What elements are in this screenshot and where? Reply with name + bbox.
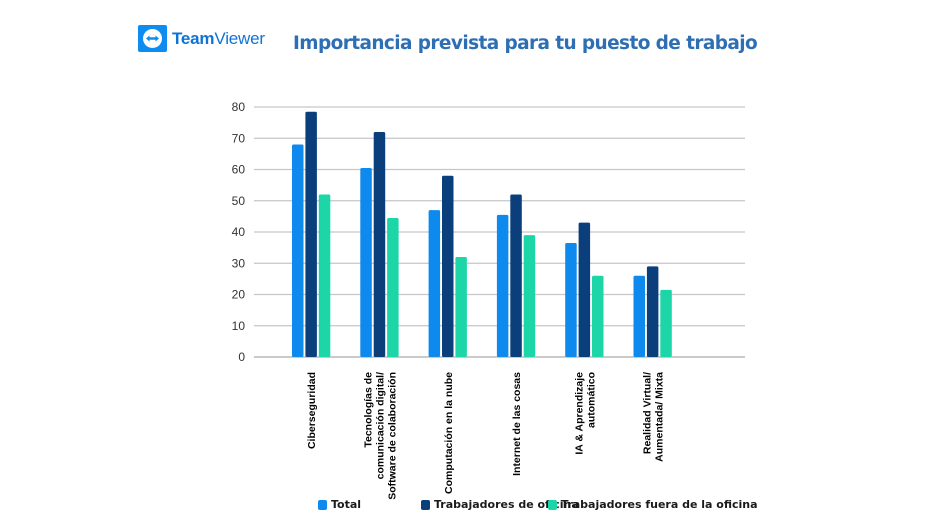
bar-total <box>633 275 645 357</box>
x-tick-label-line: IA & Aprendizaje <box>573 372 585 455</box>
bar-oficina <box>646 266 659 357</box>
bar-total <box>292 144 304 357</box>
bar-oficina <box>442 175 454 357</box>
legend-label-fuera: Trabajadores fuera de la oficina <box>561 498 758 511</box>
y-tick-label: 10 <box>232 319 246 333</box>
legend-swatch-total <box>318 499 327 510</box>
bar-oficina <box>510 194 522 357</box>
x-axis-labels: Ciberseguridad Tecnologías de comunicación… <box>306 372 666 500</box>
legend-swatch-fuera <box>548 499 557 510</box>
y-tick-label: 80 <box>232 100 246 114</box>
brand-bold: Team <box>172 29 215 48</box>
y-tick-label: 60 <box>232 163 246 177</box>
x-tick-label: Ciberseguridad <box>306 372 318 449</box>
legend-item-total: Total <box>318 498 361 511</box>
y-tick-label: 40 <box>232 225 246 239</box>
x-tick-label-line: Aumentada/ Mixta <box>654 372 666 462</box>
bar-oficina <box>305 111 317 357</box>
y-axis-ticks: 0 10 20 30 40 50 60 70 80 <box>232 100 246 364</box>
x-tick-label: Realidad Virtual/Aumentada/ Mixta <box>642 372 666 462</box>
legend-label-oficina: Trabajadores de oficina <box>434 498 579 511</box>
x-tick-label-line: Realidad Virtual/ <box>642 372 654 454</box>
x-tick-label-line: Software de colaboración <box>386 372 398 500</box>
bar-fuera <box>387 217 399 357</box>
x-tick-label-line: Internet de las cosas <box>511 372 523 476</box>
chart-title: Importancia prevista para tu puesto de t… <box>293 33 758 54</box>
x-tick-label: Computación en la nube <box>443 372 455 494</box>
legend-item-oficina: Trabajadores de oficina <box>421 498 579 511</box>
bar-total <box>428 210 441 357</box>
legend-label-total: Total <box>331 498 362 511</box>
bar-fuera <box>592 275 604 357</box>
y-tick-label: 70 <box>232 131 246 145</box>
legend-swatch-oficina <box>421 499 430 510</box>
y-tick-label: 20 <box>232 288 246 302</box>
bar-total <box>360 167 372 357</box>
bar-oficina <box>578 222 591 357</box>
legend-item-fuera: Trabajadores fuera de la oficina <box>548 498 758 511</box>
x-tick-label-line: Computación en la nube <box>443 372 455 494</box>
bar-oficina <box>373 132 386 357</box>
teamviewer-logo-text: TeamViewer <box>172 29 265 49</box>
y-tick-label: 0 <box>238 350 245 364</box>
x-tick-label: Tecnologías de comunicación digital/Softw… <box>362 372 398 500</box>
teamviewer-logo-icon <box>138 25 167 52</box>
x-tick-label-line: Tecnologías de <box>362 372 374 448</box>
bars <box>292 111 672 357</box>
bar-fuera <box>660 289 672 357</box>
y-tick-label: 30 <box>232 256 246 270</box>
bar-fuera <box>455 257 467 357</box>
bar-fuera <box>318 194 331 357</box>
x-tick-label-line: comunicación digital/ <box>374 372 386 479</box>
x-tick-label: IA & Aprendizaje automático <box>573 372 597 455</box>
y-tick-label: 50 <box>232 194 246 208</box>
bar-total <box>565 242 577 357</box>
x-tick-label-line: automático <box>585 372 597 428</box>
brand-light: Viewer <box>214 29 265 48</box>
x-tick-label: Internet de las cosas <box>511 372 523 476</box>
x-tick-label-line: Ciberseguridad <box>306 372 318 449</box>
bar-total <box>496 214 509 357</box>
bar-fuera <box>523 235 536 357</box>
